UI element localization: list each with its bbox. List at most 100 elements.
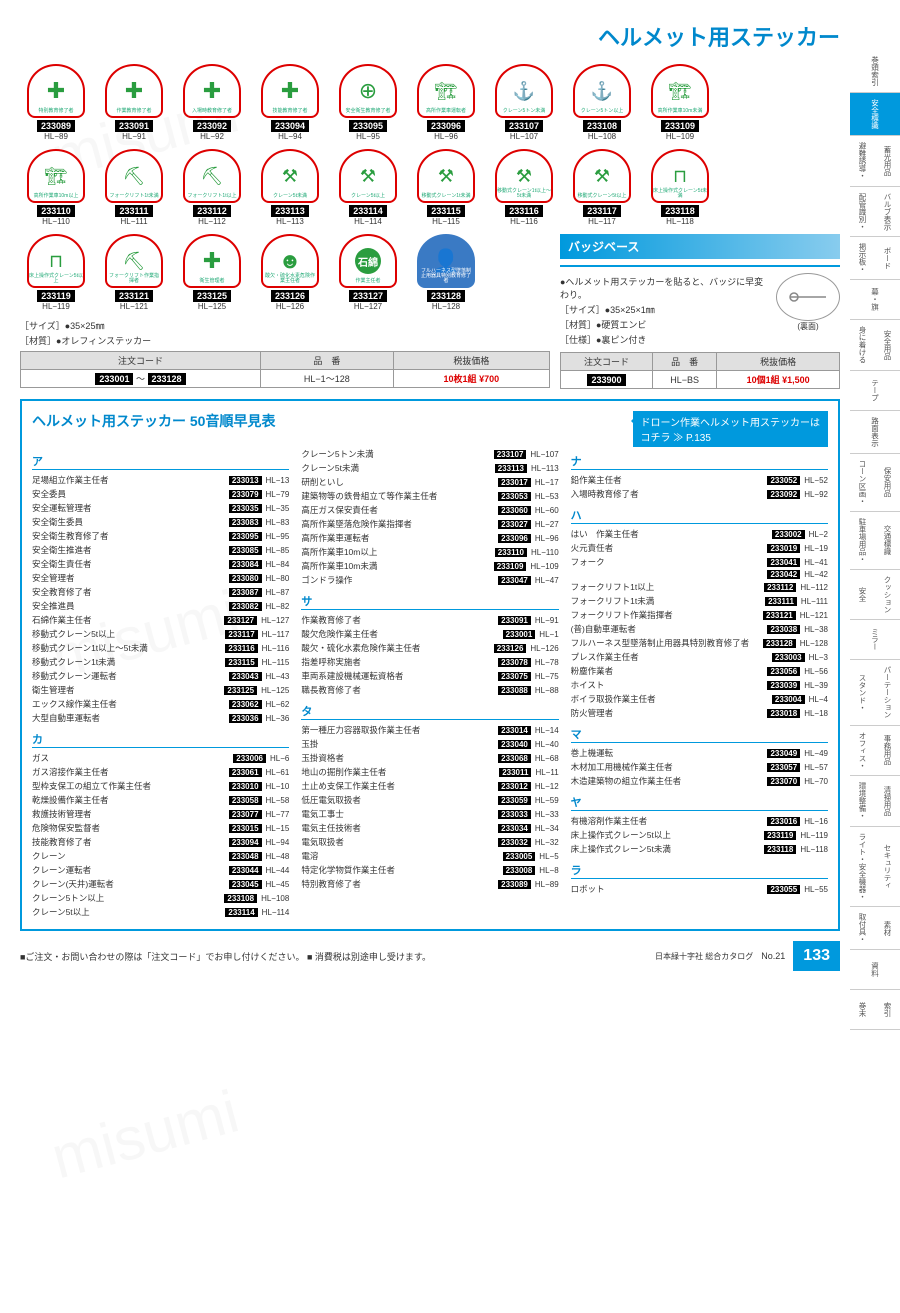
index-hl: HL−5	[539, 852, 558, 861]
side-tab[interactable]: 保安用品	[875, 454, 900, 512]
side-tab[interactable]: 環境整備・	[850, 776, 875, 827]
sticker-code: 233110	[37, 205, 75, 217]
index-code: 233082	[229, 602, 262, 611]
side-tab[interactable]: 避難誘導・	[850, 136, 875, 187]
side-tab[interactable]: パーテーション	[875, 660, 900, 726]
index-row: ガス233006HL−6	[32, 751, 289, 765]
index-hl: HL−27	[535, 520, 559, 529]
side-tab[interactable]: スタンド・	[850, 660, 875, 726]
index-name: 高所作業墜落危険作業指揮者	[301, 518, 494, 530]
sticker-image: ⚒移動式クレーン1t以上〜5t未満	[495, 149, 553, 203]
index-code: 233018	[767, 709, 800, 718]
index-row: 土止め支保工作業主任者233012HL−12	[301, 779, 558, 793]
sticker-image: 🏗高所作業車10m未満	[651, 64, 709, 118]
side-tab[interactable]: テープ	[850, 371, 900, 411]
index-name: 大型自動車運転者	[32, 712, 225, 724]
sticker-image: ⚒移動式クレーン1t未満	[417, 149, 475, 203]
side-tab[interactable]: コーン区画・	[850, 454, 875, 512]
side-tab[interactable]: 蓄光用品	[875, 136, 900, 187]
side-tab[interactable]: セキュリティ	[875, 827, 900, 908]
index-hl: HL−36	[266, 714, 290, 723]
sticker-image: ⊕安全衛生教育修了者	[339, 64, 397, 118]
side-tab[interactable]: ミラー	[850, 620, 900, 660]
side-tab[interactable]: 掲示板・	[850, 237, 875, 280]
side-tab[interactable]: 安全	[850, 570, 875, 621]
footer-note1: ■ご注文・お問い合わせの際は「注文コード」でお申し付けください。	[20, 952, 304, 962]
index-code: 233002	[772, 530, 805, 539]
index-code: 233089	[498, 880, 531, 889]
index-hl: HL−3	[809, 653, 828, 662]
index-code: 233118	[764, 845, 796, 854]
side-tab[interactable]: 事務用品	[875, 726, 900, 777]
index-code: 233114	[225, 908, 257, 917]
sticker-hl: HL−96	[434, 132, 458, 141]
index-row: 床上操作式クレーン5t以上233119HL−119	[571, 828, 828, 842]
sticker-code: 233112	[193, 205, 231, 217]
side-tab[interactable]: 取付具・	[850, 907, 875, 950]
side-tab[interactable]: 索引	[875, 990, 900, 1030]
side-tab[interactable]: ライト・安全機器・	[850, 827, 875, 908]
index-code: 233092	[767, 490, 800, 499]
index-hl: HL−87	[266, 588, 290, 597]
side-tab[interactable]: 資料	[850, 950, 900, 990]
index-code: 233033	[498, 810, 531, 819]
sticker-icon: 🏗	[435, 82, 458, 100]
index-hl: HL−58	[266, 796, 290, 805]
td-code: 233900	[561, 371, 653, 389]
side-tab[interactable]: 巻末	[850, 990, 875, 1030]
index-code: 233084	[229, 560, 262, 569]
th-code: 注文コード	[561, 353, 653, 371]
index-name: 移動式クレーン運転者	[32, 670, 225, 682]
sticker-item: ⚒移動式クレーン1t以上〜5t未満233116HL−116	[488, 149, 560, 226]
sticker-row-1: ✚特別教育修了者233089HL−89✚作業教育修了者233091HL−91✚入…	[20, 64, 840, 141]
side-tab[interactable]: 路面表示	[850, 411, 900, 454]
index-name: 安全委員	[32, 488, 225, 500]
index-row: 床上操作式クレーン5t未満233118HL−118	[571, 842, 828, 856]
index-hl: HL−117	[262, 630, 290, 639]
side-tab[interactable]: クッション	[875, 570, 900, 621]
index-code: 233058	[229, 796, 262, 805]
index-code: 233091	[498, 616, 531, 625]
index-hl: HL−35	[266, 504, 290, 513]
index-name: ホイスト	[571, 679, 764, 691]
index-hl: HL−56	[804, 667, 828, 676]
sticker-icon: ⛏	[201, 167, 224, 185]
kana-header: ヤ	[571, 794, 828, 811]
index-row: 電気取扱者233032HL−32	[301, 835, 558, 849]
index-code: 233075	[498, 672, 531, 681]
side-tab[interactable]: 駐車場用品・	[850, 512, 875, 570]
side-tab[interactable]: 素材	[875, 907, 900, 950]
index-hl: HL−89	[535, 880, 559, 889]
index-hl: HL−94	[266, 838, 290, 847]
side-tab[interactable]: バルブ表示	[875, 187, 900, 238]
sticker-label: 移動式クレーン1t未満	[422, 194, 471, 199]
index-row: 救護技術管理者233077HL−77	[32, 807, 289, 821]
index-code: 233052	[767, 476, 800, 485]
side-tab[interactable]: 安全標識	[850, 93, 900, 136]
side-tab[interactable]: 幕・旗	[850, 280, 900, 320]
index-hl: HL−42	[804, 570, 828, 579]
side-tab[interactable]: 交通標識	[875, 512, 900, 570]
index-code: 233016	[767, 817, 800, 826]
sticker-image: ✚入場時教育修了者	[183, 64, 241, 118]
td-price: 10個1組 ¥1,500	[717, 371, 840, 389]
index-code: 233015	[229, 824, 262, 833]
side-tab[interactable]: オフィス・	[850, 726, 875, 777]
index-code: 233088	[498, 686, 531, 695]
sticker-image: 🏗高所作業車運転者	[417, 64, 475, 118]
side-tab[interactable]: 安全用品	[875, 320, 900, 371]
side-tab[interactable]: 身に着ける	[850, 320, 875, 371]
side-tab[interactable]: 清掃用品	[875, 776, 900, 827]
index-code: 233113	[495, 464, 527, 473]
index-name: 足場組立作業主任者	[32, 474, 225, 486]
side-tab[interactable]: 巻頭索引	[850, 50, 900, 93]
sticker-label: 床上操作式クレーン5t以上	[29, 274, 83, 284]
index-code: 233080	[229, 574, 262, 583]
side-tab[interactable]: 配管識別・	[850, 187, 875, 238]
index-code: 233039	[767, 681, 800, 690]
index-code: 233078	[498, 658, 531, 667]
sticker-item: ⚒クレーン5t未満233113HL−113	[254, 149, 326, 226]
drone-link[interactable]: ドローン作業ヘルメット用ステッカーは コチラ ≫ P.135	[633, 411, 829, 447]
side-tab[interactable]: ボード	[875, 237, 900, 280]
sticker-icon: ✚	[47, 80, 65, 102]
